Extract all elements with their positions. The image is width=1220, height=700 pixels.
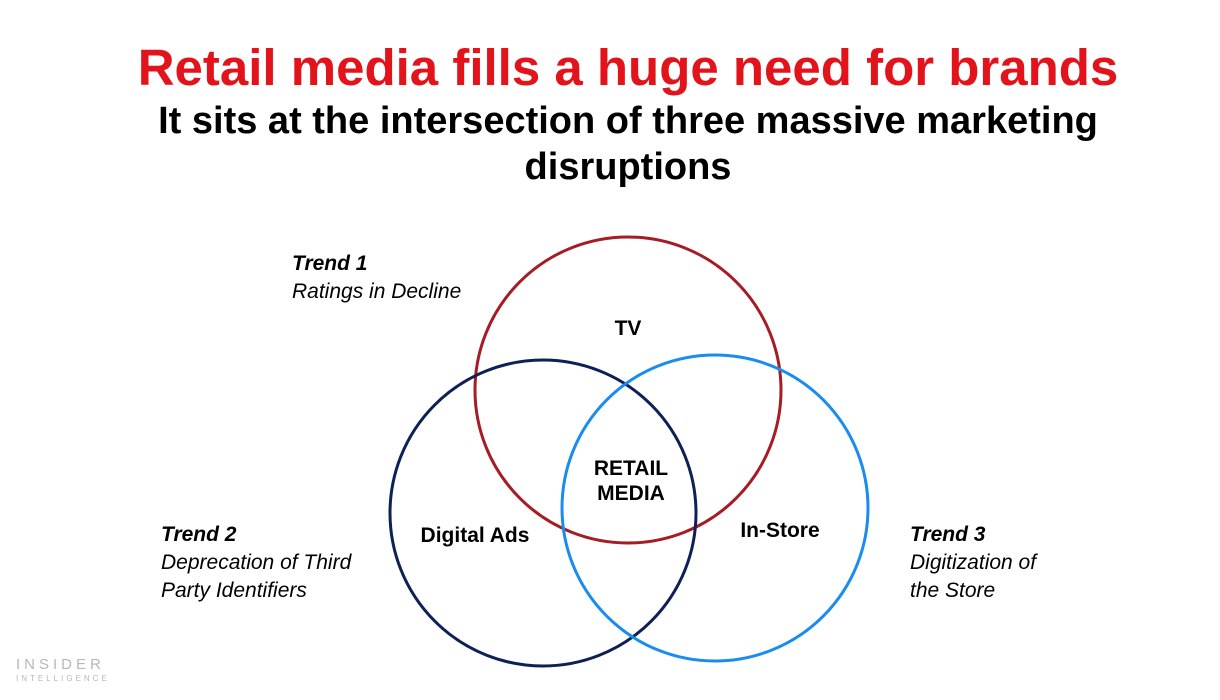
- logo-line1: INSIDER: [16, 656, 105, 673]
- circle-in-store: [560, 353, 870, 663]
- trend-2-title: Trend 2: [161, 523, 237, 546]
- label-in-store: In-Store: [740, 519, 820, 542]
- trend-1-desc: Ratings in Decline: [292, 280, 462, 303]
- trend-2-desc-line2: Party Identifiers: [161, 579, 307, 602]
- logo-line2: INTELLIGENCE: [16, 674, 110, 683]
- trend-1: Trend 1 Ratings in Decline: [292, 250, 461, 306]
- trend-3-title: Trend 3: [910, 523, 986, 546]
- label-digital-ads: Digital Ads: [420, 524, 530, 547]
- trend-2: Trend 2 Deprecation of Third Party Ident…: [161, 521, 351, 605]
- retail-media-line1: RETAIL: [593, 457, 669, 480]
- trend-3-desc-line1: Digitization of: [910, 551, 1037, 574]
- trend-1-title: Trend 1: [292, 252, 368, 275]
- retail-media-line2: MEDIA: [597, 482, 665, 505]
- label-retail-media: RETAIL MEDIA: [571, 456, 691, 506]
- slide-title: Retail media fills a huge need for brand…: [137, 39, 1119, 96]
- circle-digital-ads: [388, 358, 698, 668]
- label-tv: TV: [614, 317, 642, 340]
- slide-subtitle: It sits at the intersection of three mas…: [158, 100, 1098, 188]
- trend-2-desc-line1: Deprecation of Third: [161, 551, 352, 574]
- circle-tv: [473, 235, 783, 545]
- trend-3-desc-line2: the Store: [910, 579, 996, 602]
- insider-intelligence-logo: INSIDER INTELLIGENCE: [16, 656, 110, 685]
- trend-3: Trend 3 Digitization of the Store: [910, 521, 1036, 605]
